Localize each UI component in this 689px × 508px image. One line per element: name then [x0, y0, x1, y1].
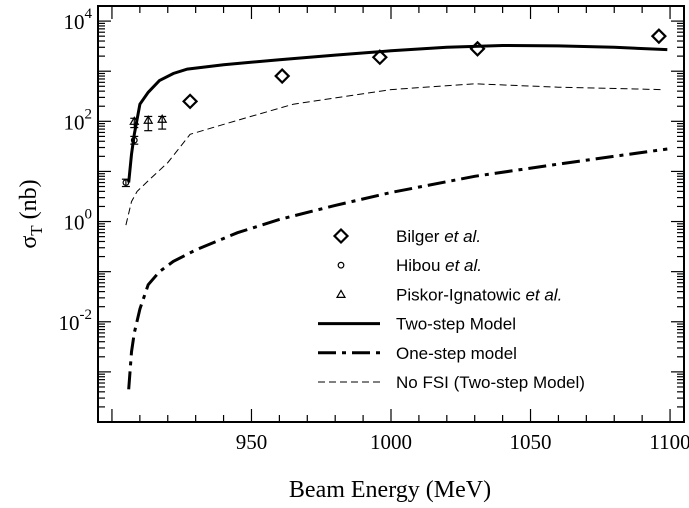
diamond-marker: [274, 68, 291, 85]
y-tick-label: 10-2: [59, 307, 93, 335]
legend-label: No FSI (Two-step Model): [396, 373, 585, 392]
series-line-solid: [127, 43, 668, 183]
legend-label-italic: et al.: [525, 285, 562, 304]
legend-label: Piskor-Ignatowic et al.: [396, 285, 562, 304]
legend-diamond-marker: [332, 227, 350, 245]
legend-triangle-marker: [335, 289, 347, 298]
y-tick-label-exponent: 0: [85, 207, 93, 223]
y-tick-label: 104: [64, 6, 93, 34]
y-tick-label-exponent: 2: [85, 106, 93, 122]
series-line-dashed: [125, 83, 662, 226]
x-axis-ticks: 950 1000 1050 1100: [111, 6, 689, 454]
legend-label: One-step model: [396, 344, 517, 363]
y-tick-label-base: 10: [64, 10, 85, 34]
y-axis-title-unit: (nb): [16, 179, 42, 225]
x-tick-label: 1100: [649, 430, 689, 454]
diamond-marker: [371, 49, 388, 66]
diamond-marker: [182, 93, 199, 110]
legend-label-italic: et al.: [444, 227, 481, 246]
legend-circle-marker: [337, 261, 345, 269]
markers-layer: [121, 28, 667, 188]
x-axis-title: Beam Energy (MeV): [289, 477, 491, 503]
diamond-marker: [650, 28, 667, 45]
legend-label-italic: et al.: [445, 256, 482, 275]
y-tick-label-exponent: -2: [80, 307, 93, 323]
y-axis-title: σT (nb): [16, 179, 46, 248]
y-tick-label-base: 10: [59, 311, 80, 335]
legend-label: Hibou et al.: [396, 256, 482, 275]
triangle-marker: [143, 115, 154, 124]
legend: Bilger et al.Hibou et al.Piskor-Ignatowi…: [318, 227, 585, 392]
legend-label-main: Bilger: [396, 227, 444, 246]
x-tick-label: 1050: [510, 430, 552, 454]
legend-label-main: Hibou: [396, 256, 445, 275]
y-axis-title-sub: T: [27, 225, 46, 236]
legend-label: Bilger et al.: [396, 227, 481, 246]
triangle-marker: [157, 114, 168, 123]
y-tick-label-base: 10: [64, 110, 85, 134]
x-tick-label: 950: [236, 430, 268, 454]
circle-marker: [130, 136, 138, 144]
y-axis-title-main: σ: [16, 236, 42, 249]
y-tick-label: 100: [64, 207, 93, 235]
diamond-marker: [469, 40, 486, 57]
y-tick-label-base: 10: [64, 211, 85, 235]
series-layer: [125, 43, 668, 390]
legend-label-main: Piskor-Ignatowic: [396, 285, 525, 304]
series-line-dashdot: [127, 147, 668, 390]
x-tick-label: 1000: [370, 430, 412, 454]
circle-marker: [122, 179, 130, 186]
y-tick-label: 102: [64, 106, 93, 134]
y-tick-label-exponent: 4: [85, 6, 93, 22]
triangle-marker: [129, 116, 140, 125]
legend-label: Two-step Model: [396, 315, 516, 334]
